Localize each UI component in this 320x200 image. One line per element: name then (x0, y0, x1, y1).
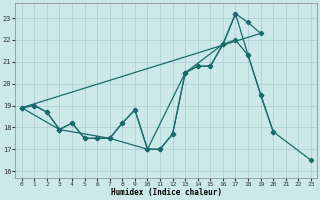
X-axis label: Humidex (Indice chaleur): Humidex (Indice chaleur) (111, 188, 222, 197)
